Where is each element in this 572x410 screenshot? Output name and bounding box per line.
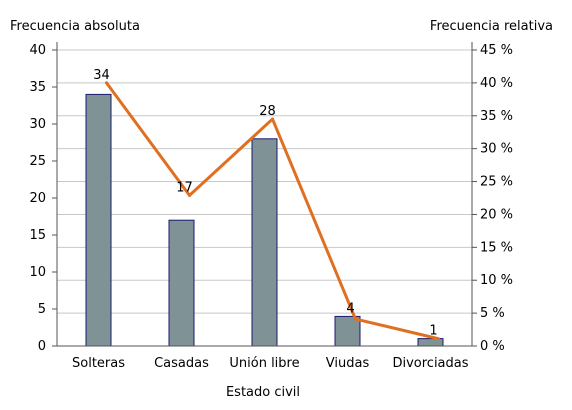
bar: [85, 93, 112, 347]
bar: [334, 315, 361, 347]
tick-labels: 0 5 10 15 20 25 30 35 40 0 % 5 % 10 % 15 % 20 % 25 % 30…: [29, 43, 513, 371]
bar: [168, 219, 195, 347]
line-series: [105, 81, 440, 341]
y2-tick-label: 30 %: [480, 142, 513, 157]
y2-tick-label: 15 %: [480, 240, 513, 255]
y2-tick-label: 40 %: [480, 76, 513, 91]
y-tick-label: 40: [29, 43, 46, 58]
data-label: 28: [259, 104, 276, 119]
y-tick-label: 15: [29, 228, 46, 243]
line-point: [354, 317, 357, 321]
line-point: [188, 193, 191, 197]
x-tick-label: Divorciadas: [392, 356, 468, 371]
y2-tick-label: 35 %: [480, 109, 513, 124]
data-label: 4: [346, 301, 354, 316]
x-tick-label: Casadas: [154, 356, 209, 371]
x-axis-title: Estado civil: [226, 385, 300, 400]
y-tick-label: 5: [38, 302, 46, 317]
y2-tick-label: 20 %: [480, 207, 513, 222]
y2-tick-label: 0 %: [480, 339, 505, 354]
y2-tick-label: 45 %: [480, 43, 513, 58]
x-tick-label: Unión libre: [229, 356, 299, 371]
data-labels: 34 17 28 4 1: [93, 68, 437, 339]
data-label: 1: [429, 324, 437, 339]
y2-axis-title: Frecuencia relativa: [430, 19, 553, 34]
axes: [52, 42, 477, 347]
y2-tick-label: 25 %: [480, 175, 513, 190]
y-tick-label: 10: [29, 265, 46, 280]
y-tick-label: 25: [29, 154, 46, 169]
y2-tick-label: 10 %: [480, 273, 513, 288]
line-point: [105, 81, 108, 85]
y-axis-title: Frecuencia absoluta: [10, 19, 140, 34]
data-label: 17: [176, 180, 193, 195]
line-point: [271, 117, 274, 121]
y-tick-label: 35: [29, 80, 46, 95]
y2-tick-label: 5 %: [480, 306, 505, 321]
data-label: 34: [93, 68, 110, 83]
line-point: [437, 337, 440, 341]
x-tick-label: Solteras: [72, 356, 125, 371]
y-tick-label: 30: [29, 117, 46, 132]
x-tick-label: Viudas: [326, 356, 370, 371]
y-tick-label: 0: [38, 339, 46, 354]
y-tick-label: 20: [29, 191, 46, 206]
bar: [251, 138, 278, 347]
bar-series: [85, 93, 444, 347]
